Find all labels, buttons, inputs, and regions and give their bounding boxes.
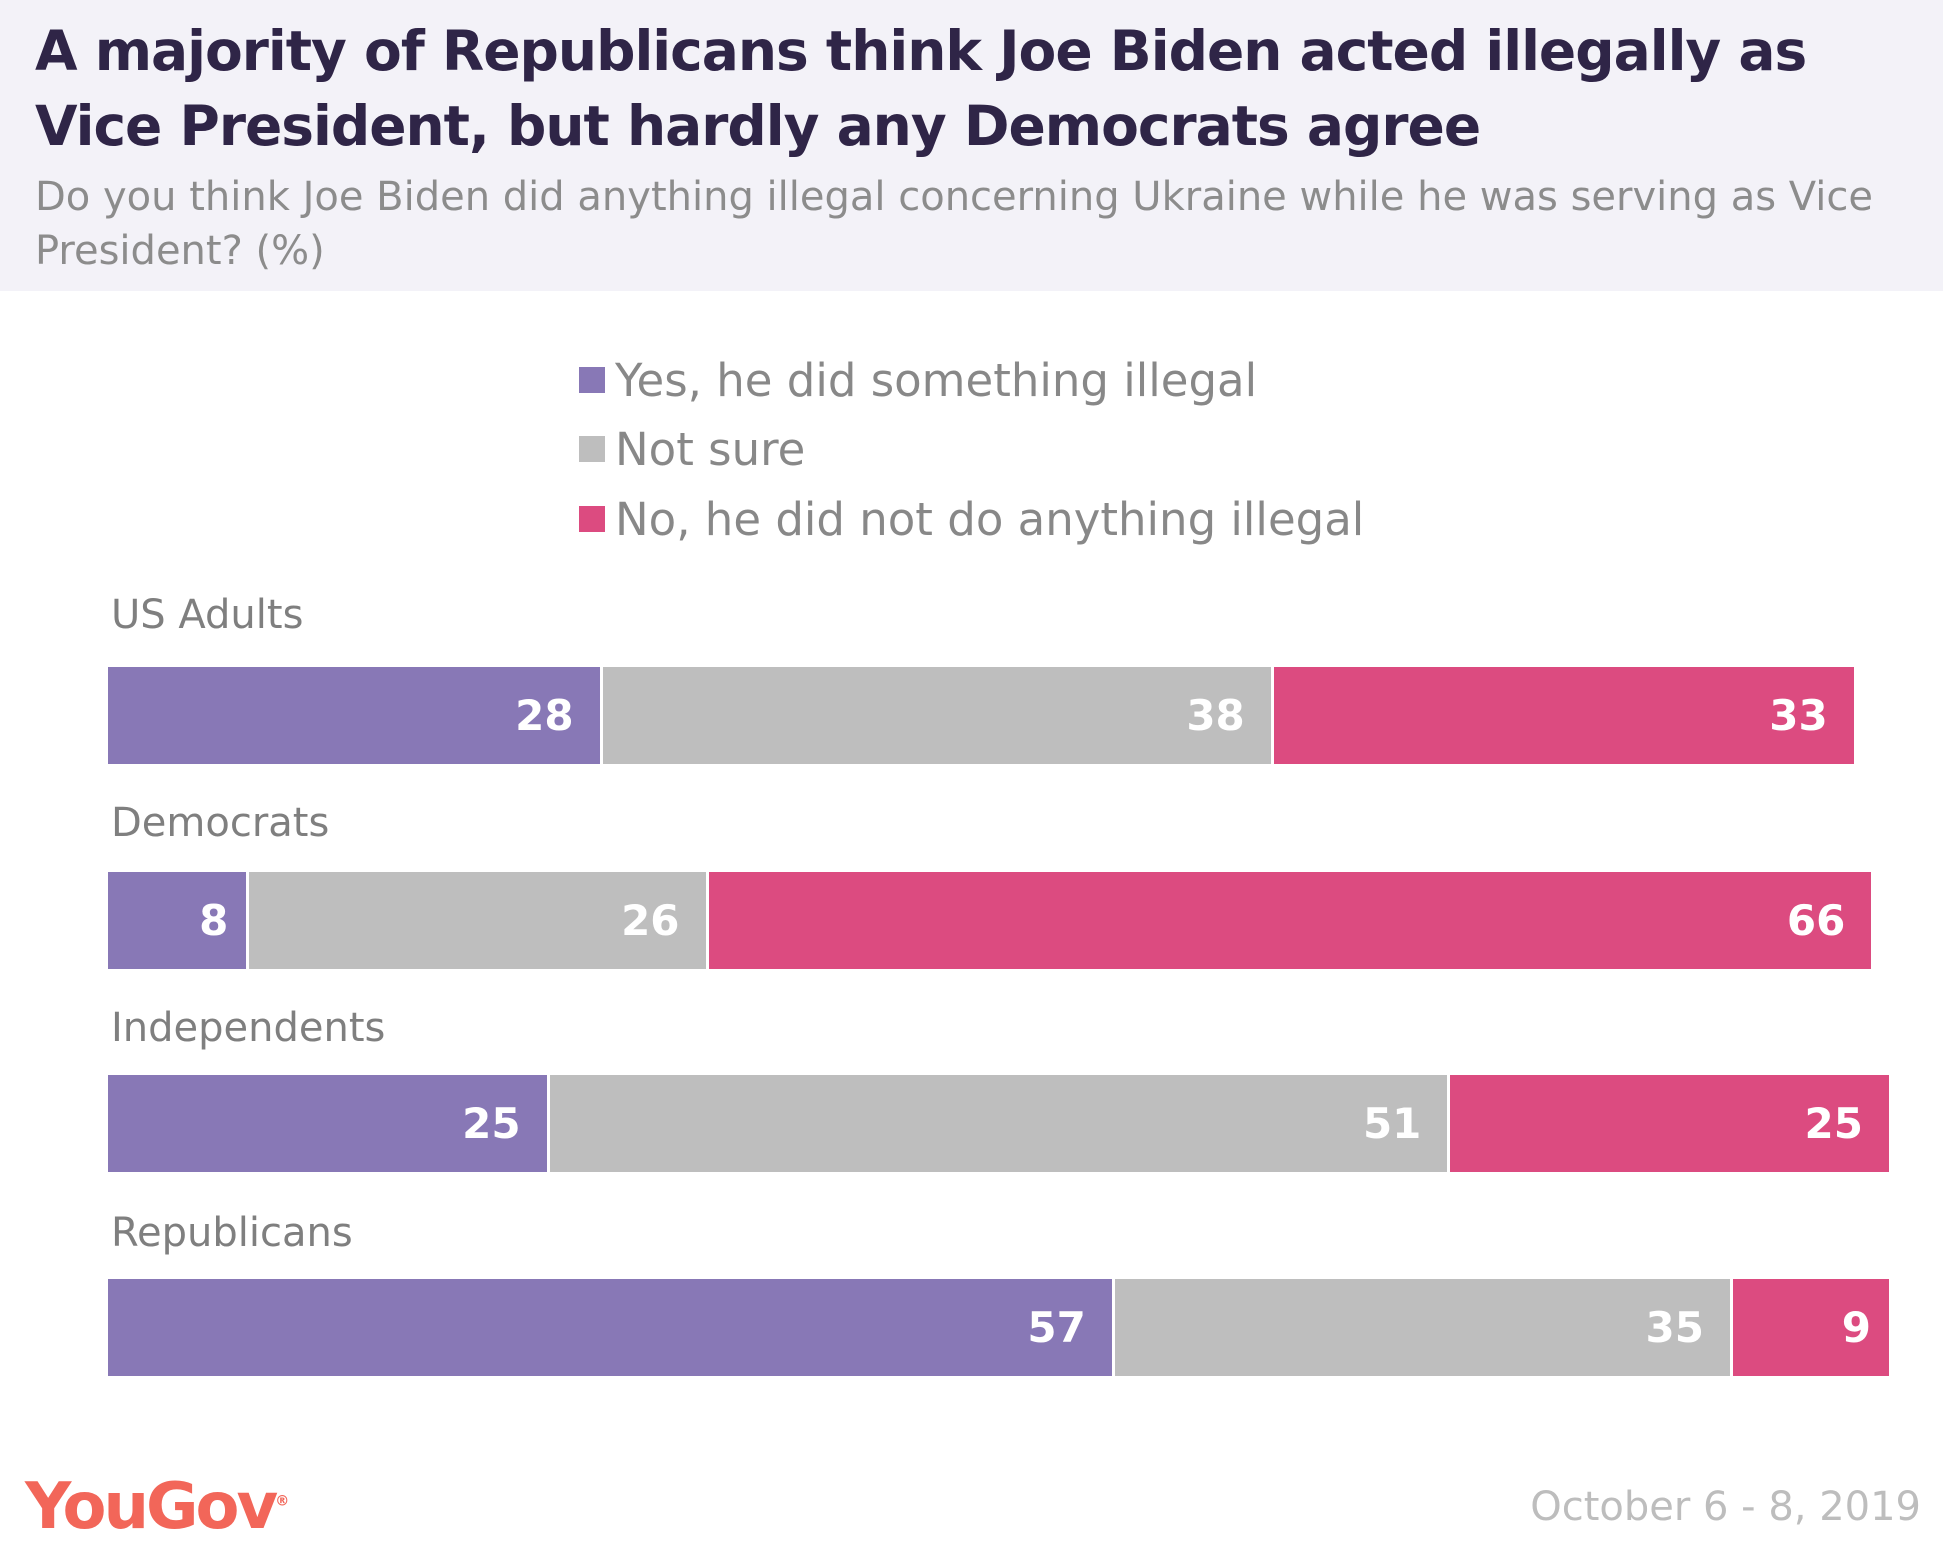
data-label: 26 (621, 896, 680, 945)
category-label: US Adults (111, 592, 304, 638)
legend-label: Not sure (615, 422, 806, 476)
legend-item: Yes, he did something illegal (579, 353, 1258, 407)
chart-subtitle: Do you think Joe Biden did anything ille… (35, 174, 1873, 274)
bar-segment: 38 (602, 667, 1271, 764)
header-band: A majority of Republicans think Joe Bide… (0, 0, 1943, 291)
bar-segment: 57 (108, 1279, 1112, 1376)
data-label: 51 (1362, 1099, 1422, 1148)
data-label: 9 (1841, 1303, 1871, 1352)
data-label: 28 (515, 691, 574, 740)
legend-swatch (579, 367, 605, 393)
legend-item: No, he did not do anything illegal (579, 492, 1365, 546)
bar-segment: 66 (708, 872, 1872, 969)
bar-segment: 35 (1114, 1279, 1730, 1376)
data-label: 8 (199, 896, 229, 945)
chart-title: A majority of Republicans think Joe Bide… (35, 19, 1807, 158)
bar-segment: 25 (108, 1075, 547, 1172)
logo-text: YouGov (25, 1470, 278, 1544)
bar-segment: 51 (549, 1075, 1448, 1172)
category-label: Independents (111, 1005, 386, 1051)
data-label: 66 (1786, 896, 1846, 945)
survey-date: October 6 - 8, 2019 (1530, 1484, 1921, 1530)
bar-segment: 8 (108, 872, 247, 969)
legend-swatch (579, 506, 605, 532)
category-label: Republicans (111, 1210, 353, 1256)
legend-swatch (579, 436, 605, 462)
legend-item: Not sure (579, 422, 806, 476)
data-label: 25 (1804, 1099, 1863, 1148)
yougov-logo: YouGov® (25, 1470, 290, 1544)
data-label: 33 (1769, 691, 1828, 740)
data-label: 25 (462, 1099, 521, 1148)
bar-segment: 25 (1450, 1075, 1889, 1172)
data-label: 57 (1027, 1303, 1086, 1352)
category-label: Democrats (111, 800, 330, 846)
bar-segment: 9 (1733, 1279, 1889, 1376)
legend-label: No, he did not do anything illegal (615, 492, 1365, 546)
bar-segment: 33 (1273, 667, 1854, 764)
bar-segment: 28 (108, 667, 600, 764)
data-label: 35 (1645, 1303, 1704, 1352)
legend-label: Yes, he did something illegal (615, 353, 1258, 407)
bar-segment: 26 (249, 872, 706, 969)
data-label: 38 (1186, 691, 1245, 740)
